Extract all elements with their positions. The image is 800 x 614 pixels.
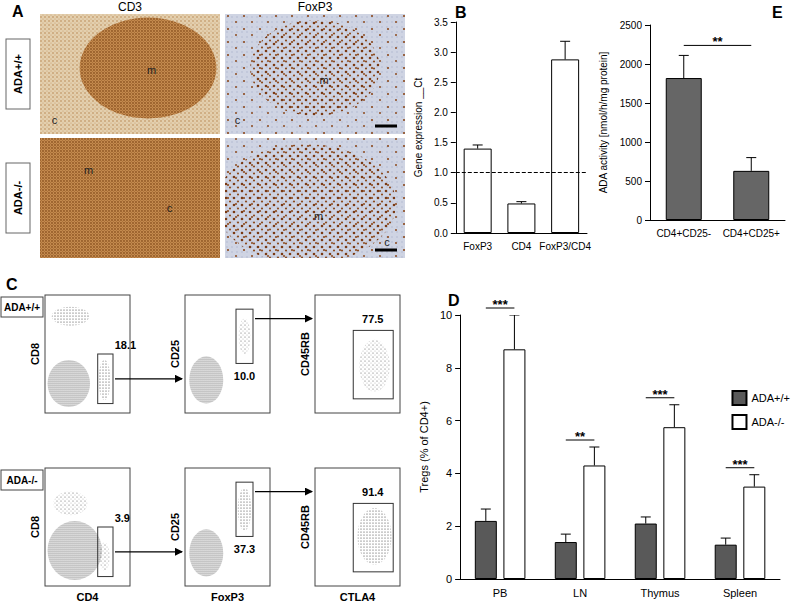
svg-text:CTLA4: CTLA4 <box>340 591 376 603</box>
svg-text:ADA+/+: ADA+/+ <box>4 302 40 313</box>
svg-text:m: m <box>147 64 156 76</box>
svg-text:0.0: 0.0 <box>434 228 448 239</box>
svg-text:2000: 2000 <box>620 59 643 70</box>
svg-text:CD25: CD25 <box>169 513 181 541</box>
svg-text:1000: 1000 <box>620 137 643 148</box>
svg-text:3.9: 3.9 <box>115 512 130 524</box>
svg-text:**: ** <box>575 429 586 444</box>
svg-text:CD4+CD25+: CD4+CD25+ <box>723 228 780 239</box>
svg-text:C: C <box>6 276 18 293</box>
svg-text:CD3: CD3 <box>118 0 142 14</box>
svg-text:ADA-/-: ADA-/- <box>6 475 37 486</box>
svg-text:8: 8 <box>446 362 452 374</box>
svg-text:m: m <box>314 210 323 222</box>
svg-text:37.3: 37.3 <box>234 543 255 555</box>
svg-text:FoxP3: FoxP3 <box>463 241 492 252</box>
svg-text:ADA-/-: ADA-/- <box>751 416 784 428</box>
svg-text:6: 6 <box>446 415 452 427</box>
svg-text:CD8: CD8 <box>29 516 41 538</box>
svg-text:3.0: 3.0 <box>434 47 448 58</box>
svg-text:2: 2 <box>446 520 452 532</box>
svg-text:c: c <box>384 236 390 248</box>
svg-text:m: m <box>319 74 328 86</box>
svg-text:c: c <box>235 114 241 126</box>
svg-text:18.1: 18.1 <box>115 339 136 351</box>
svg-text:CD4: CD4 <box>511 241 531 252</box>
svg-text:500: 500 <box>625 176 642 187</box>
svg-text:0: 0 <box>636 215 642 226</box>
svg-text:1500: 1500 <box>620 98 643 109</box>
svg-text:0: 0 <box>446 573 452 585</box>
svg-text:ADA+/+: ADA+/+ <box>12 54 24 94</box>
svg-text:FoxP3/CD4: FoxP3/CD4 <box>539 241 591 252</box>
svg-text:0.5: 0.5 <box>434 197 448 208</box>
svg-text:10: 10 <box>440 309 452 321</box>
svg-text:CD4: CD4 <box>76 591 99 603</box>
svg-text:1.5: 1.5 <box>434 137 448 148</box>
svg-text:2500: 2500 <box>620 20 643 31</box>
svg-text:4: 4 <box>446 467 452 479</box>
svg-text:Gene expression __Ct: Gene expression __Ct <box>413 78 424 178</box>
svg-text:77.5: 77.5 <box>362 313 383 325</box>
svg-text:ADA-/-: ADA-/- <box>12 181 24 216</box>
svg-text:FoxP3: FoxP3 <box>298 0 333 14</box>
svg-text:ADA+/+: ADA+/+ <box>751 392 790 404</box>
svg-text:2.0: 2.0 <box>434 107 448 118</box>
svg-text:A: A <box>12 3 24 20</box>
svg-text:**: ** <box>712 34 723 49</box>
svg-text:CD8: CD8 <box>29 343 41 365</box>
svg-text:CD45RB: CD45RB <box>299 505 311 549</box>
svg-text:m: m <box>84 164 93 176</box>
svg-text:Spleen: Spleen <box>723 587 757 599</box>
svg-text:PB: PB <box>493 587 508 599</box>
svg-text:Tregs (% of CD4+): Tregs (% of CD4+) <box>418 401 430 493</box>
svg-text:CD45RB: CD45RB <box>299 332 311 376</box>
svg-text:c: c <box>167 202 173 214</box>
svg-text:D: D <box>448 292 460 309</box>
svg-text:CD25: CD25 <box>169 340 181 368</box>
svg-text:***: *** <box>732 457 748 472</box>
svg-text:***: *** <box>652 387 668 402</box>
svg-text:91.4: 91.4 <box>362 486 384 498</box>
svg-text:Thymus: Thymus <box>640 587 680 599</box>
svg-text:B: B <box>455 4 467 21</box>
svg-text:c: c <box>52 114 58 126</box>
svg-text:2.5: 2.5 <box>434 77 448 88</box>
svg-text:3.5: 3.5 <box>434 17 448 28</box>
svg-text:10.0: 10.0 <box>234 370 255 382</box>
svg-text:***: *** <box>493 297 509 312</box>
svg-text:ADA activity [nmol/h/mg protei: ADA activity [nmol/h/mg protein] <box>598 51 609 193</box>
svg-text:LN: LN <box>573 587 587 599</box>
svg-text:FoxP3: FoxP3 <box>211 591 244 603</box>
svg-text:1.0: 1.0 <box>434 167 448 178</box>
svg-text:E: E <box>772 4 783 21</box>
svg-text:CD4+CD25-: CD4+CD25- <box>656 228 711 239</box>
